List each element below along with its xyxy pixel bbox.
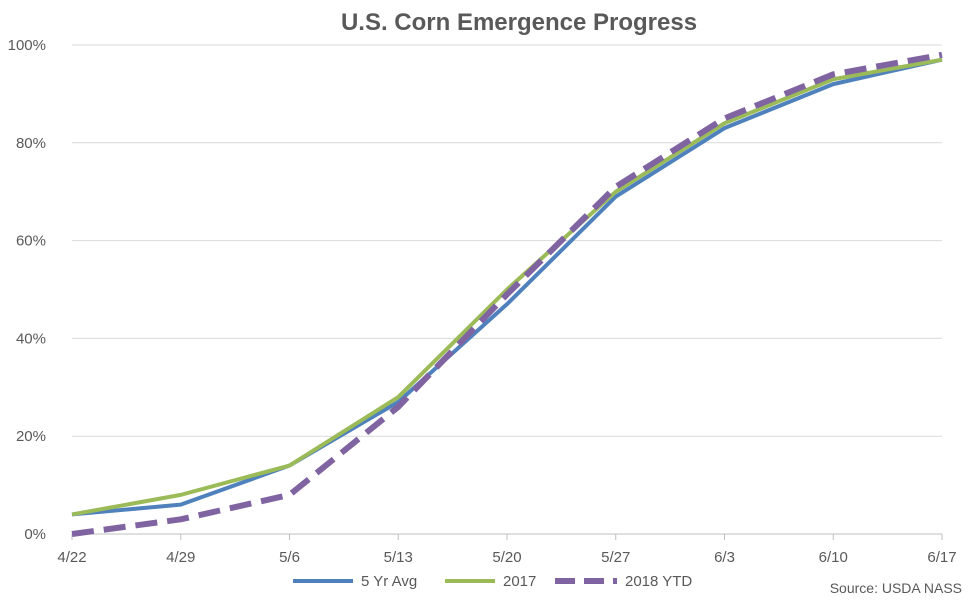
y-tick-label: 40% <box>16 330 46 347</box>
x-axis: 4/22 4/29 5/6 5/13 5/20 5/27 6/3 6/10 6/17 <box>57 533 957 566</box>
x-tick-label: 6/10 <box>819 549 848 566</box>
series-group <box>71 51 943 537</box>
x-tick-label: 4/22 <box>57 549 86 566</box>
x-tick-label: 5/27 <box>601 549 630 566</box>
y-tick-label: 0% <box>24 526 46 543</box>
source-note: Source: USDA NASS <box>830 580 962 596</box>
y-tick-label: 100% <box>8 37 46 54</box>
legend-label: 5 Yr Avg <box>361 573 417 590</box>
x-tick-label: 6/3 <box>714 549 735 566</box>
y-tick-label: 60% <box>16 233 46 250</box>
legend-label: 2017 <box>503 573 536 590</box>
legend: 5 Yr Avg 2017 2018 YTD <box>293 573 692 590</box>
chart-title: U.S. Corn Emergence Progress <box>341 9 697 36</box>
x-tick-label: 5/20 <box>492 549 521 566</box>
x-tick-label: 5/13 <box>384 549 413 566</box>
legend-label: 2018 YTD <box>625 573 692 590</box>
y-axis: 0% 20% 40% 60% 80% 100% <box>8 37 46 543</box>
legend-item-5-yr-avg: 5 Yr Avg <box>293 573 417 590</box>
legend-item-2017: 2017 <box>445 573 536 590</box>
x-tick-label: 6/17 <box>927 549 956 566</box>
x-tick-label: 5/6 <box>279 549 300 566</box>
y-tick-label: 20% <box>16 428 46 445</box>
legend-item-2018-ytd: 2018 YTD <box>555 573 692 590</box>
gridlines <box>72 44 942 437</box>
x-tick-label: 4/29 <box>166 549 195 566</box>
series-line-2017 <box>71 57 943 517</box>
y-tick-label: 80% <box>16 135 46 152</box>
